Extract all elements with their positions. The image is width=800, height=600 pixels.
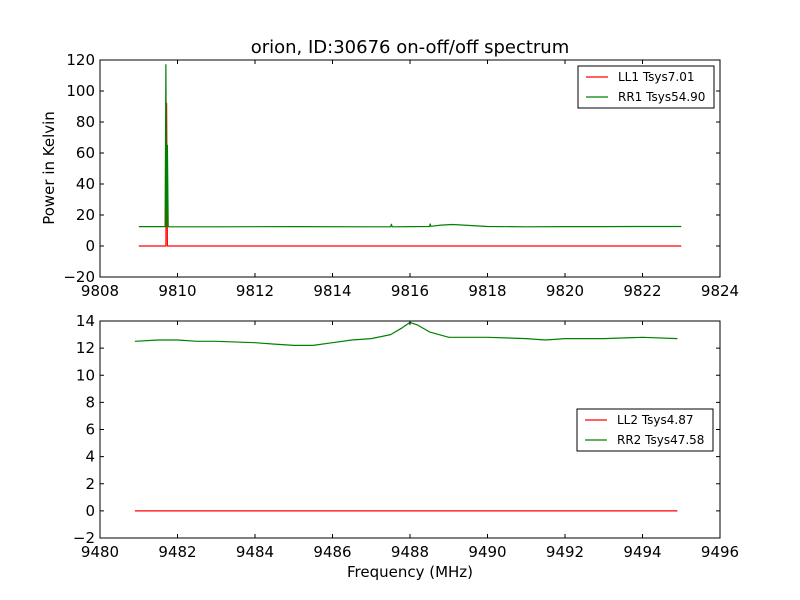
x-tick-label: 9820: [546, 282, 584, 300]
x-tick-label: 9482: [158, 543, 196, 561]
y-tick-label: 0: [85, 502, 95, 520]
x-tick-label: 9822: [623, 282, 661, 300]
legend-box: [576, 408, 714, 452]
x-tick-label: 9480: [81, 543, 119, 561]
x-tick-label: 9808: [81, 282, 119, 300]
x-tick-label: 9812: [236, 282, 274, 300]
bottom-plot: 9480 9482 9484 9486 9488 9490 9492 9494 9496 −2 0 2…: [73, 312, 739, 561]
y-tick-label: 80: [76, 113, 95, 131]
x-tick-label: 9816: [391, 282, 429, 300]
y-axis-label: Power in Kelvin: [40, 111, 58, 225]
y-tick-label: −2: [73, 529, 95, 547]
y-tick-label: 12: [76, 339, 95, 357]
legend-label-0: LL2 Tsys4.87: [617, 413, 694, 427]
y-tick-label: 0: [85, 237, 95, 255]
y-tick-label: 60: [76, 144, 95, 162]
y-tick-label: 100: [66, 82, 95, 100]
chart-title: orion, ID:30676 on-off/off spectrum: [251, 37, 570, 58]
x-tick-label: 9484: [236, 543, 274, 561]
x-tick-label: 9496: [701, 543, 739, 561]
x-tick-label: 9824: [701, 282, 739, 300]
y-tick-label: 2: [85, 475, 95, 493]
y-tick-label: 120: [66, 51, 95, 69]
x-tick-label: 9486: [313, 543, 351, 561]
legend-label-1: RR1 Tsys54.90: [618, 90, 705, 104]
legend-label-1: RR2 Tsys47.58: [617, 433, 704, 447]
x-tick-label: 9810: [158, 282, 196, 300]
y-tick-label: 10: [76, 366, 95, 384]
x-tick-label: 9492: [546, 543, 584, 561]
series-line-1: [138, 64, 682, 228]
x-tick-label: 9814: [313, 282, 351, 300]
y-tick-label: 6: [85, 421, 95, 439]
y-tick-label: 14: [76, 312, 95, 330]
y-tick-label: 8: [85, 393, 95, 411]
y-tick-label: −20: [63, 268, 95, 286]
legend-box: [577, 65, 715, 109]
y-tick-label: 40: [76, 175, 95, 193]
y-tick-label: 4: [85, 448, 95, 466]
x-tick-label: 9490: [468, 543, 506, 561]
x-tick-label: 9494: [623, 543, 661, 561]
x-axis-label: Frequency (MHz): [347, 563, 473, 581]
y-tick-label: 20: [76, 206, 95, 224]
top-plot: 9808 9810 9812 9814 9816 9818 9820 9822 9824 −20 0…: [63, 51, 739, 300]
x-tick-label: 9488: [391, 543, 429, 561]
series-line-0: [138, 102, 682, 247]
x-tick-label: 9818: [468, 282, 506, 300]
legend-label-0: LL1 Tsys7.01: [618, 70, 695, 84]
series-line-1: [134, 321, 678, 346]
